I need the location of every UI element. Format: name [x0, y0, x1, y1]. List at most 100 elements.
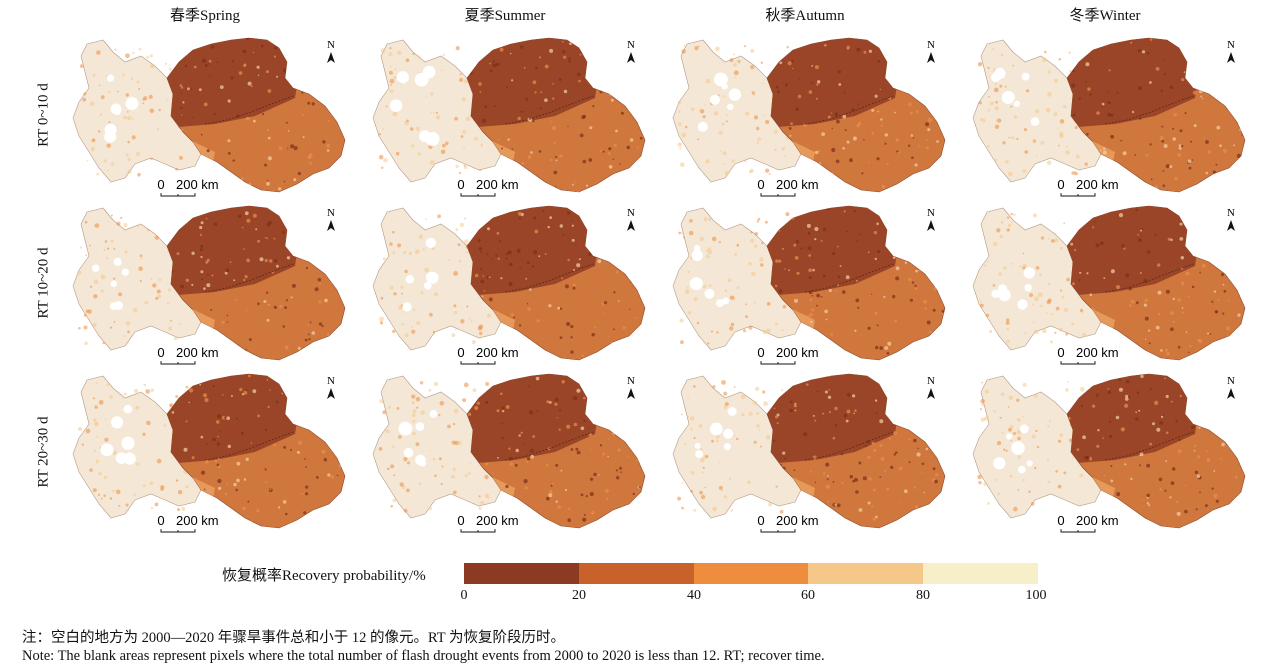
- speckle-dot: [566, 322, 571, 326]
- speckle-dot: [570, 325, 574, 329]
- speckle-dot: [173, 336, 178, 341]
- speckle-dot: [1079, 386, 1085, 392]
- speckle-dot: [240, 431, 244, 435]
- speckle-dot: [570, 350, 574, 354]
- speckle-dot: [1008, 171, 1013, 177]
- speckle-dot: [92, 73, 96, 77]
- speckle-dot: [401, 292, 403, 295]
- speckle-dot: [1042, 57, 1047, 63]
- speckle-dot: [1067, 174, 1068, 179]
- speckle-dot: [149, 481, 154, 486]
- speckle-dot: [382, 410, 387, 415]
- speckle-dot: [253, 119, 256, 123]
- speckle-dot: [390, 84, 393, 86]
- speckle-dot: [1057, 484, 1062, 489]
- speckle-dot: [642, 41, 645, 45]
- speckle-dot: [487, 227, 490, 231]
- speckle-dot: [389, 242, 393, 246]
- speckle-dot: [826, 507, 831, 511]
- speckle-dot: [754, 244, 758, 248]
- speckle-dot: [320, 210, 324, 214]
- speckle-dot: [392, 230, 395, 234]
- speckle-dot: [1090, 337, 1093, 341]
- speckle-dot: [871, 441, 875, 445]
- speckle-dot: [208, 75, 211, 77]
- speckle-dot: [453, 310, 458, 315]
- speckle-dot: [1157, 290, 1162, 295]
- speckle-dot: [754, 494, 756, 497]
- speckle-dot: [1084, 162, 1088, 166]
- speckle-dot: [794, 206, 799, 209]
- speckle-dot: [1035, 429, 1038, 433]
- speckle-dot: [1236, 352, 1240, 357]
- speckle-dot: [535, 376, 540, 381]
- speckle-dot: [834, 112, 839, 116]
- scale-bar: [1060, 529, 1096, 533]
- speckle-dot: [712, 506, 718, 512]
- speckle-dot: [266, 237, 268, 240]
- speckle-dot: [932, 256, 935, 259]
- speckle-dot: [1149, 38, 1153, 41]
- speckle-dot: [319, 344, 323, 348]
- speckle-dot: [596, 526, 600, 528]
- speckle-dot: [572, 283, 576, 287]
- speckle-dot: [1236, 76, 1241, 81]
- scale-zero-label: 0: [457, 513, 464, 528]
- speckle-dot: [463, 164, 466, 167]
- blank-area: [419, 130, 431, 142]
- speckle-dot: [515, 448, 519, 453]
- speckle-dot: [1223, 89, 1225, 92]
- speckle-dot: [828, 389, 831, 391]
- speckle-dot: [898, 466, 903, 471]
- speckle-dot: [326, 143, 330, 148]
- speckle-dot: [911, 350, 915, 355]
- speckle-dot: [127, 157, 131, 162]
- speckle-dot: [290, 448, 293, 451]
- speckle-dot: [327, 473, 331, 477]
- speckle-dot: [1221, 409, 1225, 412]
- speckle-dot: [267, 89, 272, 93]
- speckle-dot: [1170, 238, 1173, 242]
- blank-area: [125, 97, 139, 110]
- speckle-dot: [390, 504, 393, 508]
- speckle-dot: [463, 146, 466, 149]
- speckle-dot: [154, 235, 159, 240]
- speckle-dot: [118, 504, 121, 507]
- speckle-dot: [869, 294, 872, 297]
- speckle-dot: [1203, 192, 1205, 194]
- speckle-dot: [157, 294, 161, 299]
- speckle-dot: [460, 135, 464, 138]
- speckle-dot: [337, 227, 341, 231]
- speckle-dot: [697, 45, 700, 48]
- speckle-dot: [575, 190, 580, 192]
- speckle-dot: [1078, 279, 1081, 282]
- speckle-dot: [1135, 417, 1139, 421]
- speckle-dot: [464, 79, 469, 84]
- speckle-dot: [1188, 384, 1191, 387]
- speckle-dot: [1179, 394, 1182, 398]
- speckle-dot: [824, 309, 828, 314]
- speckle-dot: [529, 521, 533, 526]
- speckle-dot: [1118, 189, 1121, 192]
- speckle-dot: [785, 83, 788, 87]
- speckle-dot: [816, 83, 819, 86]
- speckle-dot: [509, 262, 513, 267]
- speckle-dot: [295, 232, 299, 236]
- speckle-dot: [643, 71, 645, 74]
- speckle-dot: [788, 126, 792, 130]
- speckle-dot: [95, 459, 100, 464]
- speckle-dot: [886, 351, 890, 355]
- speckle-dot: [906, 379, 909, 382]
- speckle-dot: [1129, 521, 1132, 524]
- speckle-dot: [984, 264, 987, 267]
- speckle-dot: [499, 47, 504, 52]
- speckle-dot: [836, 503, 841, 508]
- speckle-dot: [677, 496, 682, 501]
- speckle-dot: [781, 147, 785, 151]
- speckle-dot: [1031, 434, 1036, 439]
- speckle-dot: [478, 246, 483, 251]
- speckle-dot: [1216, 428, 1219, 432]
- speckle-dot: [894, 319, 897, 323]
- speckle-dot: [218, 458, 220, 460]
- speckle-dot: [723, 495, 728, 499]
